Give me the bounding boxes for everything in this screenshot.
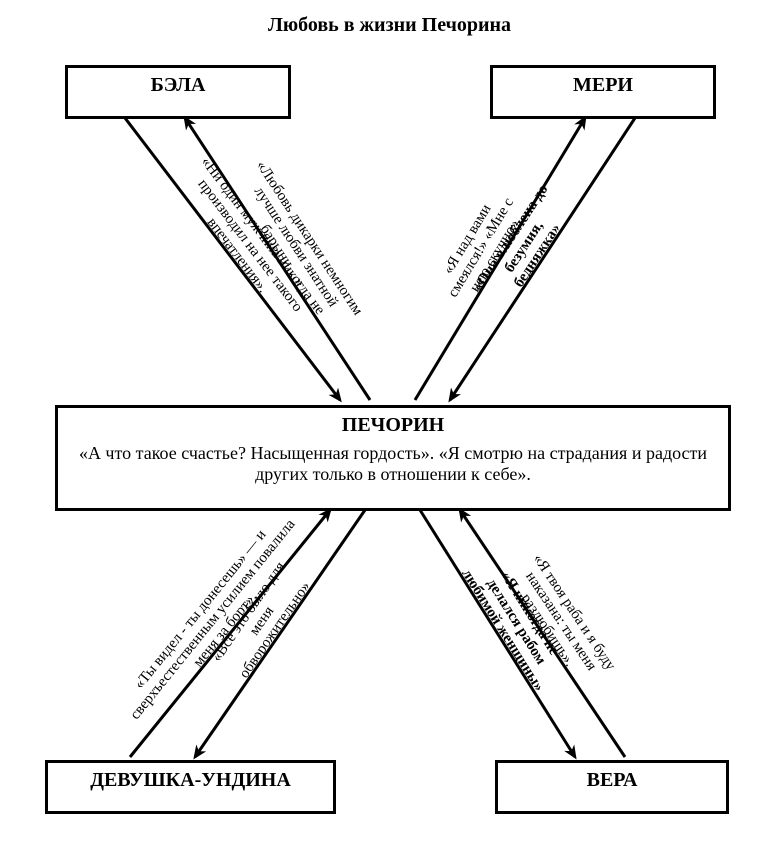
node-vera-label: ВЕРА: [587, 769, 638, 791]
node-bela-label: БЭЛА: [151, 74, 206, 96]
node-pechorin: ПЕЧОРИН «А что такое счастье? Насыщенная…: [55, 405, 731, 511]
node-meri-label: МЕРИ: [573, 74, 633, 96]
node-bela: БЭЛА: [65, 65, 291, 119]
node-undina-label: ДЕВУШКА-УНДИНА: [90, 769, 291, 791]
diagram-root: Любовь в жизни Печорина «Ни один мужчина…: [0, 0, 779, 863]
node-vera: ВЕРА: [495, 760, 729, 814]
node-pechorin-title: ПЕЧОРИН: [68, 414, 718, 437]
node-pechorin-quote: «А что такое счастье? Насыщенная гордост…: [68, 443, 718, 485]
node-meri: МЕРИ: [490, 65, 716, 119]
node-undina: ДЕВУШКА-УНДИНА: [45, 760, 336, 814]
